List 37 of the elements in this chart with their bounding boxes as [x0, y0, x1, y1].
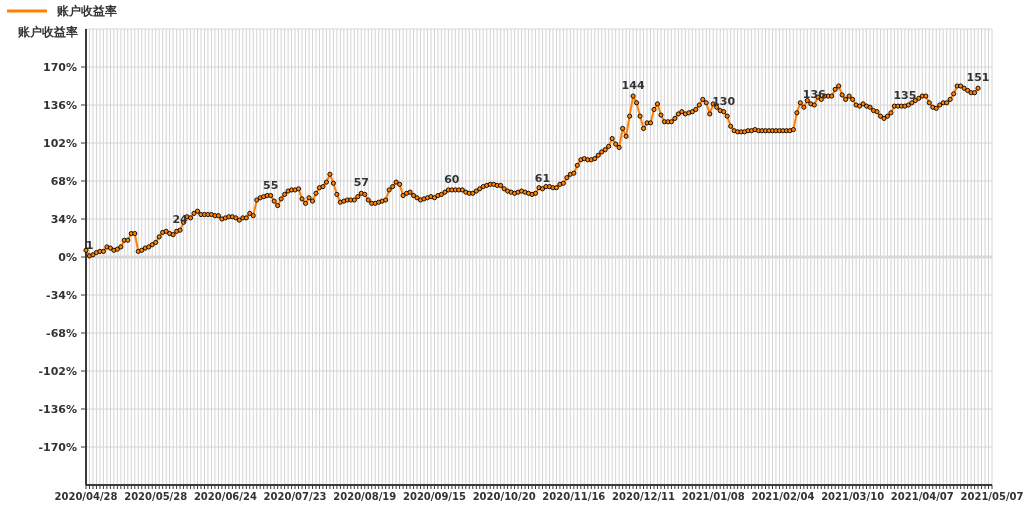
- y-tick-label: 34%: [50, 212, 77, 226]
- y-tick-label: 68%: [50, 174, 77, 188]
- data-label: 151: [966, 71, 990, 85]
- x-tick-label: 2020/06/24: [193, 491, 257, 503]
- data-label: 57: [353, 176, 369, 190]
- x-tick-label: 2020/09/15: [402, 491, 466, 503]
- x-tick-label: 2021/02/04: [751, 491, 815, 503]
- data-label: 55: [263, 178, 279, 192]
- x-tick-label: 2020/07/23: [263, 491, 327, 503]
- data-label: 61: [534, 171, 551, 185]
- x-tick-label: 2020/05/28: [124, 491, 188, 503]
- x-tick-label: 2020/12/11: [612, 491, 676, 503]
- x-tick-label: 2020/11/16: [542, 491, 606, 503]
- y-tick-label: 102%: [43, 136, 77, 150]
- x-tick-label: 2021/01/08: [681, 491, 745, 503]
- x-tick-label: 2020/04/28: [54, 491, 118, 503]
- x-tick-label: 2021/05/07: [960, 491, 1024, 503]
- x-tick-label: 2020/08/19: [333, 491, 397, 503]
- data-label: 130: [712, 94, 736, 108]
- legend-label: 账户收益率: [57, 2, 117, 20]
- y-tick-label: 170%: [43, 60, 77, 74]
- y-tick-label: -34%: [46, 288, 77, 302]
- y-tick-label: 136%: [43, 98, 77, 112]
- y-tick-label: 0%: [58, 250, 77, 264]
- x-tick-label: 2021/04/07: [890, 491, 954, 503]
- y-tick-label: -68%: [46, 326, 77, 340]
- y-tick-label: -136%: [38, 402, 77, 416]
- data-label: 135: [893, 89, 917, 103]
- y-tick-label: -170%: [38, 440, 77, 454]
- y-axis-title: 账户收益率: [17, 25, 78, 39]
- data-label: 144: [621, 79, 645, 93]
- y-tick-label: -102%: [38, 364, 77, 378]
- x-tick-label: 2020/10/20: [472, 491, 536, 503]
- data-label: 1: [85, 238, 94, 252]
- data-label: 60: [444, 172, 460, 186]
- data-label: 136: [802, 88, 827, 101]
- x-tick-label: 2021/03/10: [821, 491, 885, 503]
